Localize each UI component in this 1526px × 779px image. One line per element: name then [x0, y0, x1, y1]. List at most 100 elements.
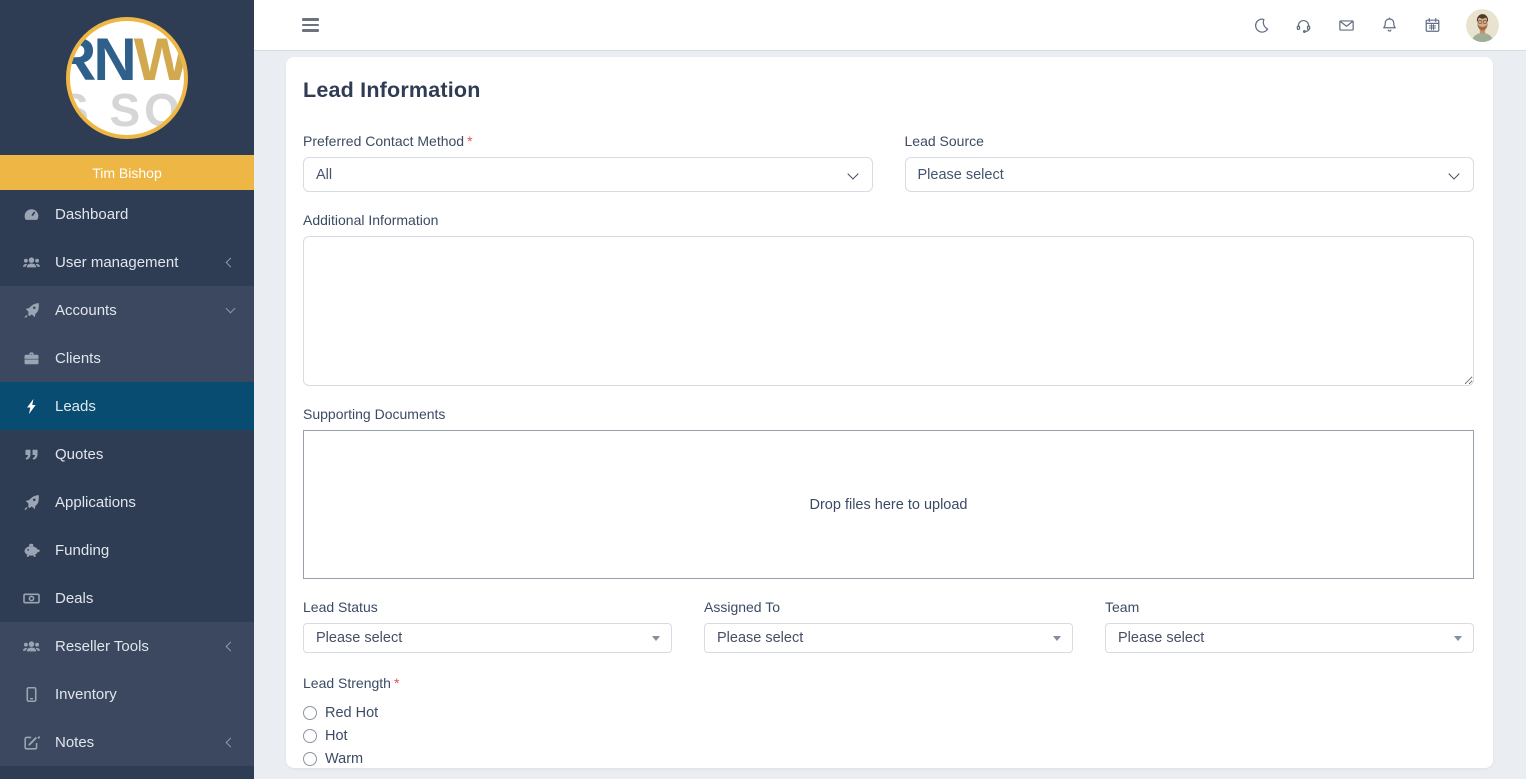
radio-row-red-hot: Red Hot — [303, 705, 1474, 721]
sidebar-item-user-management[interactable]: User management — [0, 238, 254, 286]
radio-label[interactable]: Warm — [325, 751, 364, 767]
logo-text-secondary: S SO — [66, 83, 184, 136]
sidebar-item-label: Quotes — [55, 445, 104, 463]
brand-logo: RNW S SO — [0, 0, 254, 155]
radio-label[interactable]: Red Hot — [325, 705, 379, 721]
assigned-to-select[interactable]: Please select — [704, 623, 1073, 653]
rocket-icon — [18, 301, 44, 320]
team-select[interactable]: Please select — [1105, 623, 1474, 653]
user-avatar[interactable] — [1466, 8, 1499, 42]
selected-value: All — [316, 166, 333, 183]
field-label: Lead Source — [904, 133, 984, 149]
piggy-bank-icon — [18, 541, 44, 560]
rocket-icon — [18, 493, 44, 512]
logo-text-primary: RNW — [70, 25, 188, 93]
field-supporting-documents: Supporting Documents Drop files here to … — [303, 406, 1474, 579]
radio-hot[interactable] — [303, 729, 317, 743]
quote-icon — [18, 445, 44, 464]
radio-label[interactable]: Hot — [325, 728, 348, 744]
lead-status-select[interactable]: Please select — [303, 623, 672, 653]
selected-value: Please select — [917, 166, 1004, 183]
content-area: Lead Information Preferred Contact Metho… — [254, 51, 1526, 779]
sidebar-item-applications[interactable]: Applications — [0, 478, 254, 526]
sidebar-nav: Dashboard User management Accounts Clien… — [0, 190, 254, 779]
field-label: Supporting Documents — [303, 406, 446, 422]
sidebar-item-dashboard[interactable]: Dashboard — [0, 190, 254, 238]
field-label: Preferred Contact Method * — [303, 133, 473, 149]
dropzone-text: Drop files here to upload — [809, 496, 968, 513]
sidebar-item-accounts[interactable]: Accounts — [0, 286, 254, 334]
chevron-down-icon — [1448, 168, 1460, 180]
field-lead-status: Lead Status Please select — [303, 599, 672, 653]
field-additional-information: Additional Information — [303, 212, 1474, 386]
bolt-icon — [18, 397, 44, 416]
moon-icon[interactable] — [1245, 10, 1275, 40]
selected-value: Please select — [1118, 630, 1205, 646]
field-lead-source: Lead Source Please select — [904, 133, 1474, 192]
envelope-icon[interactable] — [1331, 10, 1361, 40]
sidebar-item-label: Applications — [55, 493, 136, 511]
selected-value: Please select — [316, 630, 403, 646]
sidebar-item-label: Deals — [55, 589, 94, 607]
lead-source-select[interactable]: Please select — [904, 157, 1474, 192]
sidebar-toggle-button[interactable] — [302, 18, 319, 32]
field-team: Team Please select — [1105, 599, 1474, 653]
briefcase-icon — [18, 349, 44, 368]
sidebar-item-notes[interactable]: Notes — [0, 718, 254, 766]
users-icon — [18, 253, 44, 272]
field-assigned-to: Assigned To Please select — [704, 599, 1073, 653]
required-marker: * — [393, 675, 400, 691]
sidebar-item-reseller-tools[interactable]: Reseller Tools — [0, 622, 254, 670]
bell-icon[interactable] — [1374, 10, 1404, 40]
sidebar-item-quotes[interactable]: Quotes — [0, 430, 254, 478]
sidebar: RNW S SO Tim Bishop Dashboard User manag… — [0, 0, 254, 779]
topbar-actions — [1245, 8, 1499, 42]
field-lead-strength: Lead Strength * Red Hot Hot Warm — [303, 675, 1474, 767]
calendar-icon[interactable] — [1417, 10, 1447, 40]
page-title: Lead Information — [303, 78, 481, 102]
sidebar-item-clients[interactable]: Clients — [0, 334, 254, 382]
brand-logo-circle: RNW S SO — [66, 16, 188, 139]
sidebar-item-label: Inventory — [55, 685, 117, 703]
field-label: Additional Information — [303, 212, 439, 228]
field-label: Team — [1105, 599, 1140, 615]
headset-icon[interactable] — [1288, 10, 1318, 40]
sidebar-item-label: User management — [55, 253, 179, 271]
preferred-contact-method-select[interactable]: All — [303, 157, 873, 192]
field-preferred-contact-method: Preferred Contact Method * All — [303, 133, 873, 192]
tablet-icon — [18, 685, 44, 704]
field-label: Assigned To — [704, 599, 781, 615]
sidebar-item-label: Dashboard — [55, 205, 129, 223]
radio-row-warm: Warm — [303, 751, 1474, 767]
chevron-down-icon — [846, 168, 859, 180]
gauge-icon — [18, 205, 44, 224]
sidebar-item-leads[interactable]: Leads — [0, 382, 254, 430]
required-marker: * — [467, 133, 473, 149]
money-bill-icon — [18, 589, 44, 608]
file-dropzone[interactable]: Drop files here to upload — [303, 430, 1474, 579]
main-column: Lead Information Preferred Contact Metho… — [254, 0, 1526, 779]
additional-information-textarea[interactable] — [303, 236, 1474, 386]
sidebar-item-inventory[interactable]: Inventory — [0, 670, 254, 718]
user-banner: Tim Bishop — [0, 155, 254, 190]
lead-information-card: Lead Information Preferred Contact Metho… — [286, 57, 1493, 768]
sidebar-item-funding[interactable]: Funding — [0, 526, 254, 574]
topbar — [254, 0, 1526, 51]
chevron-left-icon — [225, 737, 236, 747]
radio-row-hot: Hot — [303, 728, 1474, 744]
pen-square-icon — [18, 733, 44, 752]
users-icon — [18, 637, 44, 656]
field-label: Lead Status — [303, 599, 378, 615]
sidebar-item-label: Leads — [55, 397, 96, 415]
selected-value: Please select — [717, 630, 804, 646]
chevron-left-icon — [225, 257, 236, 267]
field-label: Lead Strength * — [303, 675, 400, 691]
radio-warm[interactable] — [303, 752, 317, 766]
sidebar-item-label: Clients — [55, 349, 101, 367]
sidebar-item-label: Notes — [55, 733, 95, 751]
sidebar-item-label: Reseller Tools — [55, 637, 149, 655]
sidebar-item-label: Accounts — [55, 301, 117, 319]
sidebar-item-deals[interactable]: Deals — [0, 574, 254, 622]
chevron-left-icon — [225, 641, 236, 651]
radio-red-hot[interactable] — [303, 706, 317, 720]
